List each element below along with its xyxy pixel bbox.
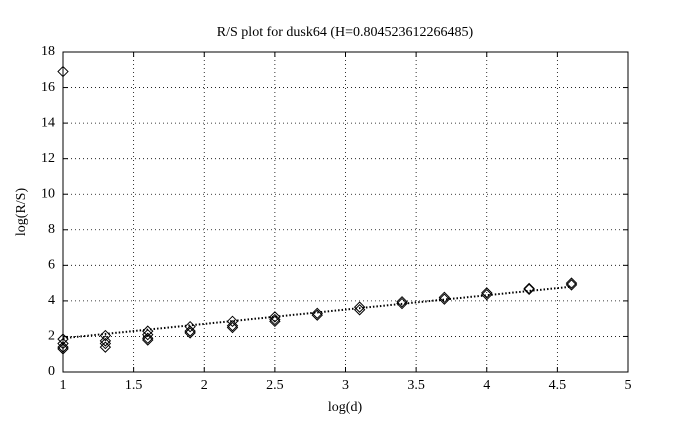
data-point <box>396 296 408 308</box>
data-point <box>99 337 112 350</box>
data-point <box>481 287 493 299</box>
data-point <box>438 291 451 304</box>
plot-frame <box>62 51 629 373</box>
data-point <box>57 343 69 355</box>
data-point <box>142 334 154 346</box>
y-axis-label: log(R/S) <box>14 188 29 237</box>
y-tick-label: 18 <box>41 44 55 59</box>
y-tick-label: 14 <box>41 115 55 130</box>
data-point <box>269 313 281 326</box>
data-point <box>184 327 196 339</box>
y-tick-label: 12 <box>41 151 55 166</box>
data-point <box>481 288 493 301</box>
y-tick-label: 16 <box>41 80 55 95</box>
data-point <box>523 283 535 296</box>
data-point <box>311 307 323 320</box>
x-tick-label: 2.5 <box>266 378 284 393</box>
y-tick-label: 10 <box>41 186 55 201</box>
data-point <box>523 282 535 295</box>
data-point <box>269 315 281 328</box>
x-tick-label: 3.5 <box>407 378 425 393</box>
data-point <box>226 315 239 328</box>
data-point <box>142 332 154 344</box>
data-point <box>438 293 451 305</box>
data-point <box>226 320 239 332</box>
data-point <box>57 337 69 350</box>
x-axis-label: log(d) <box>328 400 363 415</box>
data-point <box>565 279 578 291</box>
data-point <box>396 297 408 310</box>
data-point <box>269 311 281 323</box>
data-point <box>142 328 154 341</box>
data-point <box>565 277 578 289</box>
data-point <box>99 341 112 353</box>
y-tick-label: 4 <box>48 293 55 308</box>
data-point <box>57 65 69 78</box>
data-point <box>226 321 239 334</box>
x-tick-label: 2 <box>201 378 208 393</box>
y-tick-label: 6 <box>48 258 55 273</box>
x-tick-label: 1 <box>60 378 67 393</box>
x-tick-label: 5 <box>625 378 632 393</box>
x-tick-label: 1.5 <box>125 378 143 393</box>
x-tick-label: 3 <box>342 378 349 393</box>
data-point <box>99 335 112 347</box>
y-tick-label: 2 <box>48 329 55 344</box>
chart-title: R/S plot for dusk64 (H=0.804523612266485… <box>217 25 474 40</box>
y-tick-label: 8 <box>48 222 55 237</box>
data-point <box>184 325 196 337</box>
x-tick-label: 4.5 <box>549 378 567 393</box>
data-point <box>353 301 366 313</box>
fit-line <box>62 285 572 340</box>
data-point <box>57 341 69 353</box>
x-tick-label: 4 <box>483 378 490 393</box>
y-tick-label: 0 <box>48 364 55 379</box>
data-point <box>184 320 196 333</box>
